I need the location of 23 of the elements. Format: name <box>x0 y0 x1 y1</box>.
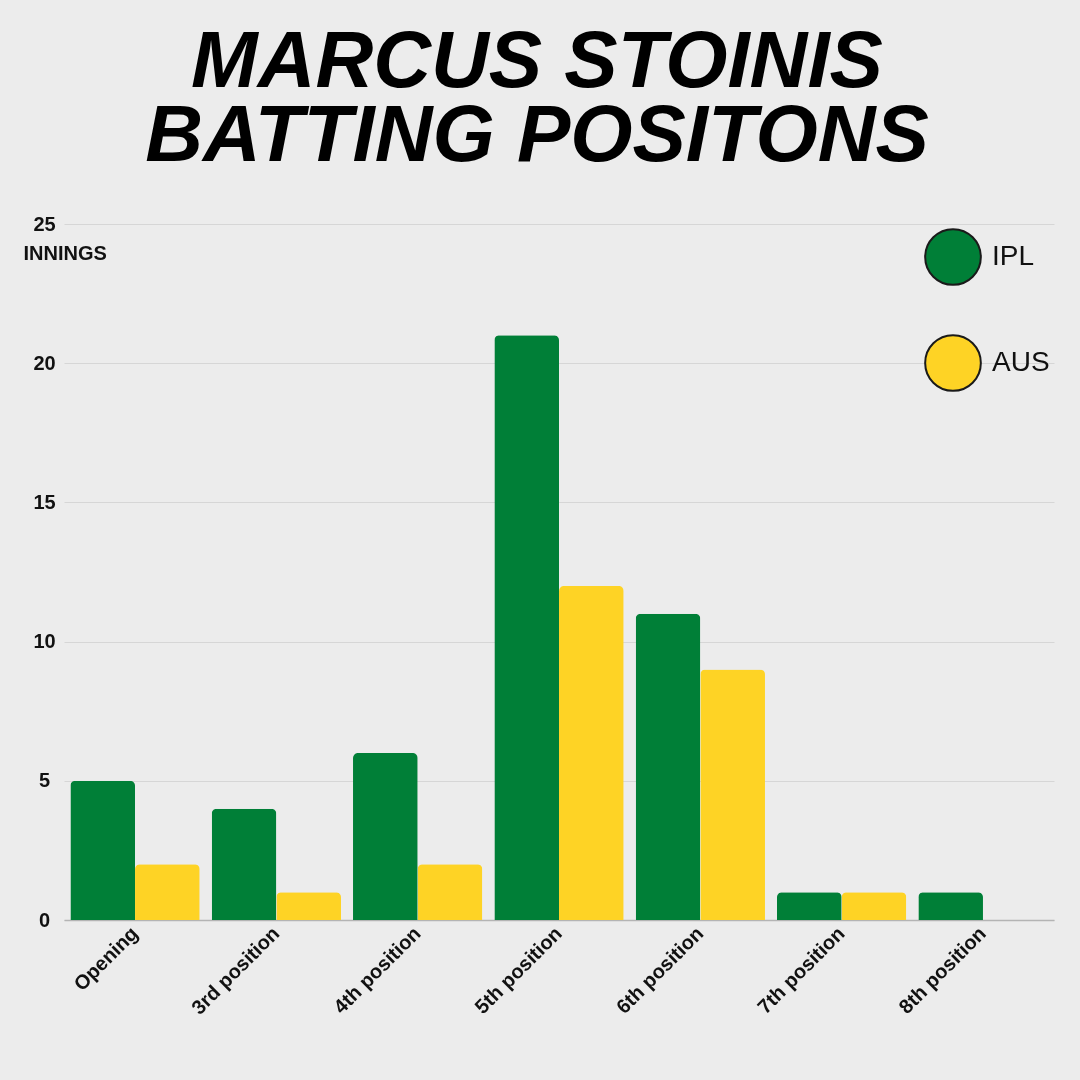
y-tick-label: 25 <box>33 212 56 235</box>
y-tick-label: 0 <box>38 908 51 931</box>
bar <box>635 613 701 920</box>
bar <box>918 892 983 920</box>
y-tick-label: 5 <box>38 769 51 792</box>
bar <box>417 864 483 920</box>
legend-label: IPL <box>992 240 1035 271</box>
bar <box>777 892 842 920</box>
bar <box>559 585 624 920</box>
bar <box>276 892 341 920</box>
bar <box>211 808 277 920</box>
legend-label: AUS <box>992 346 1050 377</box>
bar <box>494 335 559 920</box>
bar <box>70 780 136 920</box>
y-tick-label: 15 <box>33 490 56 513</box>
bar <box>353 752 418 920</box>
chart-title: MARCUS STOINIS BATTING POSITONS <box>145 15 929 178</box>
bar <box>700 669 765 920</box>
bar <box>841 892 907 920</box>
y-tick-label: 10 <box>33 630 56 653</box>
y-axis-title: INNINGS <box>23 241 107 264</box>
y-tick-label: 20 <box>33 351 56 374</box>
bar <box>135 864 200 920</box>
